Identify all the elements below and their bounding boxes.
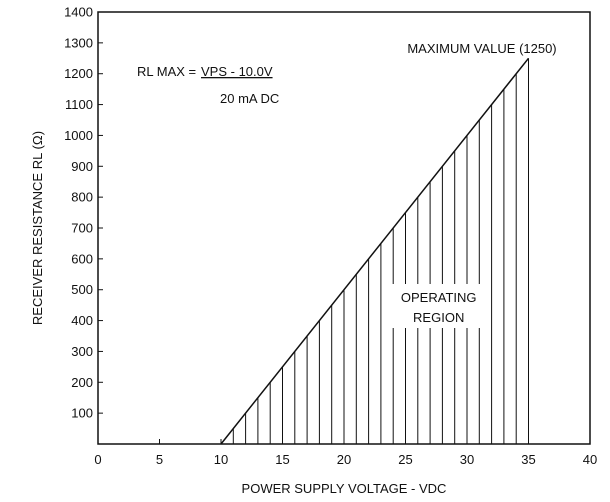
x-tick-label: 30 xyxy=(460,452,474,467)
operating-region-hatch xyxy=(232,58,529,444)
x-tick-label: 15 xyxy=(275,452,289,467)
formula-prefix: RL MAX = xyxy=(137,64,196,79)
operating-region-label-background xyxy=(390,284,487,328)
max-resistance-line xyxy=(220,57,530,445)
y-tick-label: 1400 xyxy=(64,5,93,20)
max-resistance-line-group xyxy=(220,57,530,445)
y-tick-label: 1200 xyxy=(64,66,93,81)
formula-annotation: RL MAX = VPS - 10.0V 20 mA DC xyxy=(137,64,279,106)
x-tick-label: 20 xyxy=(337,452,351,467)
x-tick-label: 0 xyxy=(94,452,101,467)
y-tick-label: 1000 xyxy=(64,128,93,143)
x-tick-label: 40 xyxy=(583,452,597,467)
formula-numerator: VPS - 10.0V xyxy=(201,64,273,79)
y-tick-label: 400 xyxy=(71,313,93,328)
x-tick-label: 35 xyxy=(521,452,535,467)
y-tick-label: 300 xyxy=(71,344,93,359)
y-tick-label: 900 xyxy=(71,159,93,174)
y-tick-label: 700 xyxy=(71,221,93,236)
y-tick-label: 1300 xyxy=(64,35,93,50)
max-value-annotation: MAXIMUM VALUE (1250) xyxy=(407,41,556,56)
x-axis-ticks: 0 5 10 15 20 25 30 35 40 xyxy=(94,439,597,467)
x-tick-label: 5 xyxy=(156,452,163,467)
x-tick-label: 10 xyxy=(214,452,228,467)
operating-region-label-line1: OPERATING xyxy=(401,290,477,305)
y-axis-ticks: 100 200 300 400 500 600 700 800 900 1000 1100 1200 1… xyxy=(64,5,103,421)
y-tick-label: 600 xyxy=(71,251,93,266)
y-tick-label: 200 xyxy=(71,375,93,390)
y-tick-label: 100 xyxy=(71,406,93,421)
y-tick-label: 1100 xyxy=(65,97,93,112)
x-axis-label: POWER SUPPLY VOLTAGE - VDC xyxy=(242,481,447,496)
y-tick-label: 500 xyxy=(71,282,93,297)
y-tick-label: 800 xyxy=(71,190,93,205)
x-tick-label: 25 xyxy=(398,452,412,467)
operating-region-label-line2: REGION xyxy=(413,310,464,325)
formula-denominator: 20 mA DC xyxy=(220,91,279,106)
y-axis-label: RECEIVER RESISTANCE RL (Ω) xyxy=(30,131,45,325)
